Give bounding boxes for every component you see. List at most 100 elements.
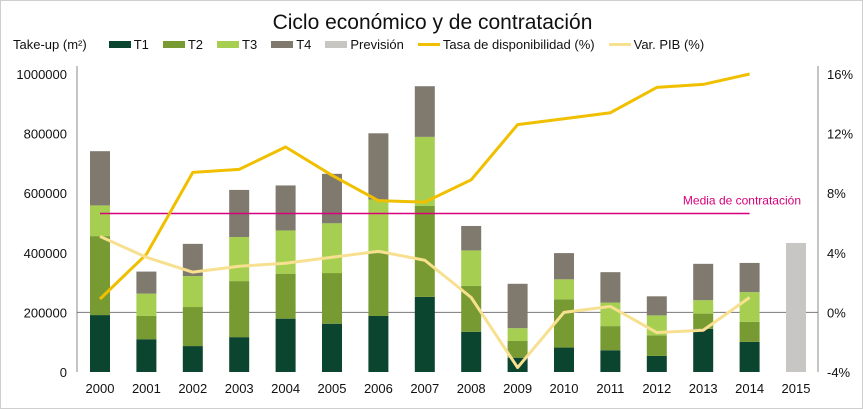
y-tick-label: 400000 — [24, 246, 67, 261]
y-tick-label: 600000 — [24, 186, 67, 201]
x-tick-label: 2008 — [457, 381, 486, 396]
bar-t2 — [507, 341, 528, 358]
y-axis-label: Take-up (m²) — [13, 37, 87, 52]
legend-item-tasa: Tasa de disponibilidad (%) — [417, 37, 595, 52]
bar-t1 — [229, 337, 250, 372]
x-tick-label: 2012 — [642, 381, 671, 396]
bar-t2 — [136, 315, 157, 340]
bar-t1 — [136, 339, 157, 372]
y2-tick-label: 0% — [827, 305, 846, 320]
legend-label: T3 — [242, 37, 258, 52]
bar-t4 — [368, 133, 389, 200]
legend-item-prevision: Previsión — [325, 37, 404, 52]
legend-item-pib: Var. PIB (%) — [608, 37, 704, 52]
legend-swatch — [162, 41, 185, 48]
legend-label: T4 — [296, 37, 312, 52]
x-tick-label: 2006 — [364, 381, 393, 396]
bar-t4 — [461, 225, 482, 251]
legend-item-t4: T4 — [271, 37, 311, 52]
y-tick-label: 200000 — [24, 305, 67, 320]
x-tick-label: 2003 — [225, 381, 254, 396]
x-tick-label: 2009 — [503, 381, 532, 396]
y2-tick-label: 16% — [827, 67, 853, 82]
x-tick-label: 2015 — [782, 381, 811, 396]
legend-swatch — [108, 41, 131, 48]
bar-t2 — [275, 273, 296, 319]
bar-t1 — [368, 315, 389, 372]
bar-t4 — [414, 86, 435, 137]
legend-label: Previsión — [350, 37, 404, 52]
bar-t3 — [507, 328, 528, 342]
bar-t4 — [275, 185, 296, 231]
bar-t1 — [90, 315, 110, 372]
bar-t3 — [136, 293, 157, 316]
y2-tick-label: 4% — [827, 246, 846, 261]
bar-t2 — [90, 236, 110, 316]
bar-t3 — [693, 300, 714, 314]
x-tick-label: 2007 — [410, 381, 439, 396]
bar-t2 — [182, 307, 203, 347]
legend-swatch — [608, 43, 631, 46]
bar-t3 — [275, 230, 296, 274]
bar-t4 — [322, 173, 342, 224]
legend-swatch — [417, 43, 440, 46]
x-tick-label: 2011 — [596, 381, 624, 396]
legend-item-t1: T1 — [108, 37, 149, 52]
bar-t1 — [275, 318, 296, 372]
y-tick-label: 0 — [60, 365, 67, 380]
bar-t4 — [136, 271, 157, 294]
bar-t1 — [554, 347, 574, 372]
bar-t4 — [739, 262, 760, 293]
bar-t3 — [182, 276, 203, 308]
bar-t3 — [554, 279, 574, 300]
bar-t2 — [461, 285, 482, 332]
bar-t3 — [739, 292, 760, 322]
x-tick-label: 2001 — [132, 381, 161, 396]
bar-t1 — [461, 331, 482, 372]
y2-tick-label: 8% — [827, 186, 846, 201]
bar-t2 — [554, 299, 574, 348]
bar-t1 — [322, 323, 342, 372]
line-var-pib — [99, 235, 751, 370]
average-label: Media de contratación — [683, 193, 801, 207]
legend-swatch — [217, 41, 240, 48]
bar-t1 — [693, 328, 714, 372]
bar-t4 — [182, 243, 203, 277]
legend-item-t3: T3 — [217, 37, 257, 52]
bar-t3 — [322, 223, 342, 274]
legend-swatch — [325, 41, 348, 48]
legend-label: Tasa de disponibilidad (%) — [442, 37, 595, 52]
bar-t3 — [229, 237, 250, 282]
legend-label: T2 — [187, 37, 204, 52]
legend: Take-up (m²) T1 T2 T3 T4 Previsión Tasa … — [13, 37, 718, 52]
bar-t3 — [90, 205, 110, 237]
line-tasa-disponibilidad — [98, 72, 750, 301]
bar-t2 — [322, 273, 342, 324]
bar-t4 — [90, 151, 110, 206]
bar-t4 — [600, 272, 621, 303]
legend-item-t2: T2 — [162, 37, 204, 52]
legend-label: T1 — [133, 37, 149, 52]
y-tick-label: 800000 — [24, 127, 67, 142]
bar-previsión — [786, 242, 806, 372]
bar-t4 — [646, 296, 667, 316]
legend-swatch — [271, 41, 294, 48]
bar-t3 — [414, 136, 435, 207]
bar-t2 — [600, 326, 621, 351]
bar-t1 — [600, 350, 621, 372]
bar-t1 — [739, 341, 760, 372]
y2-tick-label: 12% — [827, 127, 853, 142]
bar-t1 — [414, 296, 435, 372]
bar-t4 — [693, 263, 714, 301]
bar-t1 — [646, 355, 667, 372]
bar-t2 — [368, 253, 389, 316]
x-tick-label: 2014 — [735, 381, 764, 396]
y2-tick-label: -4% — [827, 365, 851, 380]
x-tick-label: 2004 — [271, 381, 300, 396]
y-tick-label: 1000000 — [16, 67, 67, 82]
bar-t1 — [182, 346, 203, 372]
bar-t2 — [646, 335, 667, 356]
x-tick-label: 2005 — [318, 381, 347, 396]
